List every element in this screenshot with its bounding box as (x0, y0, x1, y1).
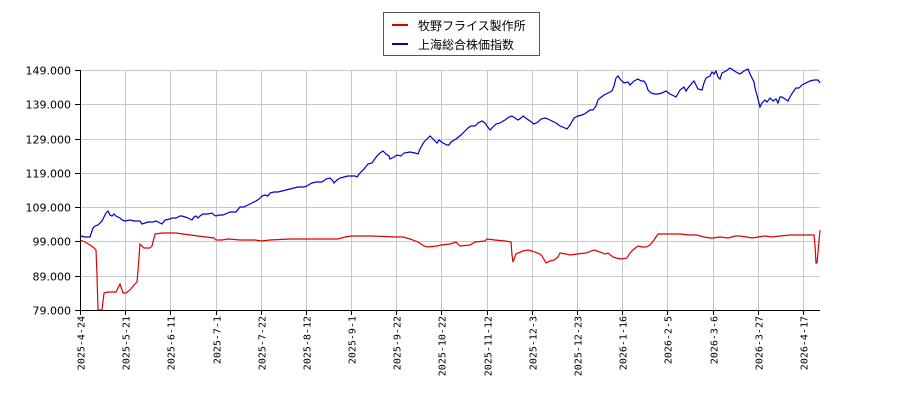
legend-swatch-blue (392, 43, 408, 45)
x-tick-label: 2025-7-22 (258, 316, 269, 370)
y-tick-label: 109.000 (26, 202, 72, 215)
legend-label: 牧野フライス製作所 (418, 18, 526, 33)
x-axis-ticks: 2025-4-24 2025-5-21 2025-6-11 2025-7-1 2025-… (77, 316, 811, 376)
y-tick-label: 129.000 (26, 134, 72, 147)
x-tick-label: 2026-3-6 (710, 316, 721, 364)
x-tick-label: 2026-4-17 (800, 316, 811, 370)
y-tick-label: 79.000 (33, 305, 72, 318)
y-tick-label: 139.000 (26, 99, 72, 112)
x-tick-label: 2025-10-22 (438, 316, 449, 376)
x-tick-label: 2025-12-23 (574, 316, 585, 376)
x-tick-label: 2025-5-21 (122, 316, 133, 370)
x-tick-label: 2025-4-24 (77, 316, 88, 370)
gridlines (80, 70, 820, 310)
series-line-makino (79, 229, 821, 311)
x-tick-label: 2025-9-1 (348, 316, 359, 364)
x-tick-label: 2025-7-1 (213, 316, 224, 364)
legend-label: 上海総合株価指数 (418, 37, 515, 52)
x-tick-label: 2026-3-27 (755, 316, 766, 370)
y-tick-label: 119.000 (26, 168, 72, 181)
legend-item-shanghai: 上海総合株価指数 (392, 35, 514, 53)
x-tick-label: 2025-9-22 (393, 316, 404, 370)
x-tick-label: 2026-2-5 (664, 316, 675, 364)
chart-legend: 牧野フライス製作所 上海総合株価指数 (383, 12, 540, 56)
y-tick-label: 89.000 (33, 271, 72, 284)
x-tick-label: 2026-1-16 (619, 316, 630, 370)
x-tick-label: 2025-8-12 (303, 316, 314, 370)
axes (75, 70, 820, 315)
legend-swatch-red (392, 24, 408, 26)
x-tick-label: 2025-12-3 (529, 316, 540, 370)
legend-item-makino: 牧野フライス製作所 (392, 16, 526, 34)
y-tick-label: 99.000 (33, 236, 72, 249)
x-tick-label: 2025-6-11 (167, 316, 178, 370)
series-line-shanghai-index (79, 67, 821, 239)
y-axis-ticks: 149.000 139.000 129.000 119.000 109.000 99.00… (26, 65, 72, 318)
y-tick-label: 149.000 (26, 65, 72, 78)
x-tick-label: 2025-11-12 (484, 316, 495, 376)
